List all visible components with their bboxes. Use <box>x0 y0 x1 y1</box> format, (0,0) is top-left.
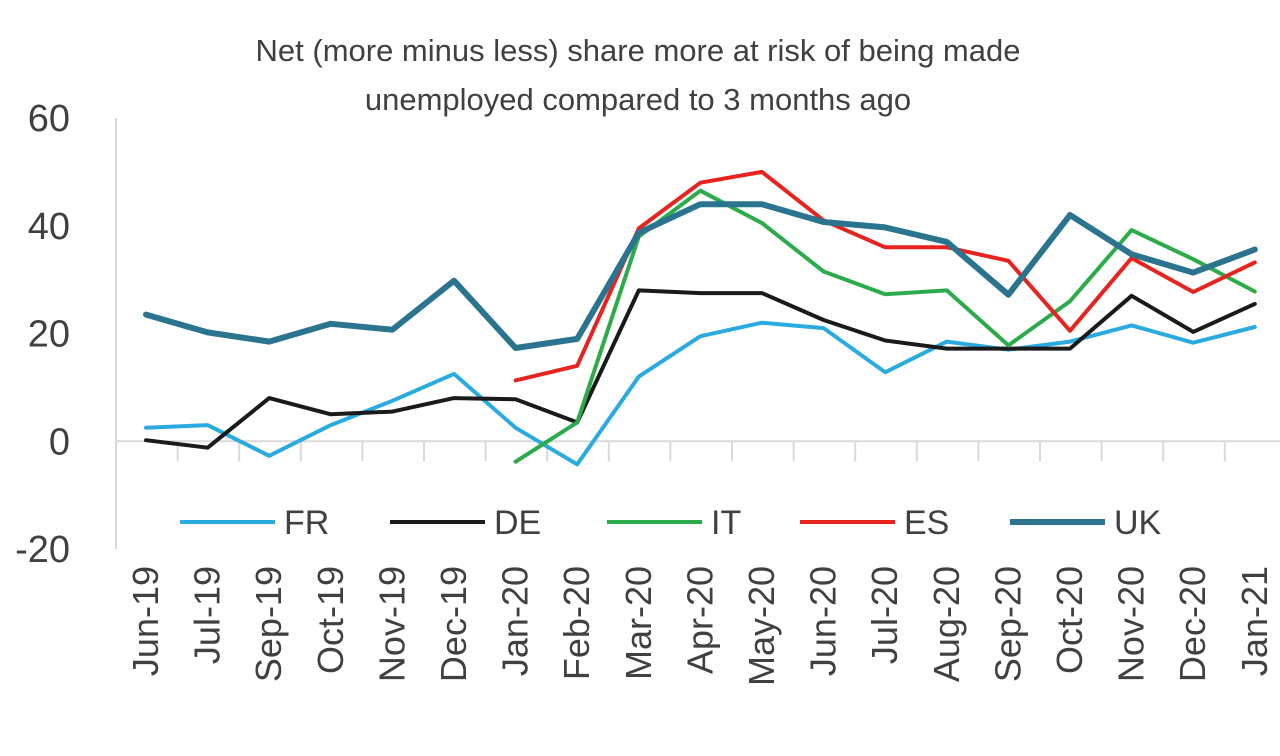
x-tick-labels: Jun-19 Jul-19 Sep-19 Oct-19 Nov-19 Dec-19 Jan-… <box>125 566 1275 686</box>
series-line-it <box>513 188 1257 464</box>
series-lines <box>143 169 1258 467</box>
series-line-es <box>513 169 1257 383</box>
x-tick-label: Aug-20 <box>926 566 967 682</box>
chart-subtitle: unemployed compared to 3 months ago <box>365 82 911 117</box>
y-tick-label: 20 <box>28 314 70 356</box>
legend-label-fr: FR <box>284 504 329 542</box>
x-tick-label: Oct-20 <box>1049 566 1090 674</box>
legend: FR DE IT ES UK <box>180 504 1162 542</box>
y-tick-label: 60 <box>28 98 70 140</box>
x-tick-label: Dec-20 <box>1172 566 1213 682</box>
legend-label-de: DE <box>494 504 541 542</box>
x-tick-marks <box>115 441 1226 462</box>
x-tick-label: Jun-19 <box>125 566 166 676</box>
series-line-fr <box>144 320 1257 467</box>
legend-label-es: ES <box>904 504 949 542</box>
x-tick-label: Oct-19 <box>310 566 351 674</box>
y-tick-label: 40 <box>28 206 70 248</box>
x-tick-label: May-20 <box>741 566 782 686</box>
y-tick-labels: -20 0 20 40 60 <box>15 98 70 571</box>
x-tick-label: Apr-20 <box>679 566 720 674</box>
x-tick-label: Jan-21 <box>1234 566 1275 676</box>
legend-label-uk: UK <box>1114 504 1162 542</box>
x-tick-label: Nov-20 <box>1111 566 1152 682</box>
legend-label-it: IT <box>711 504 741 542</box>
x-tick-label: Jul-19 <box>187 566 228 664</box>
x-tick-label: Jun-20 <box>803 566 844 676</box>
x-tick-label: Jan-20 <box>495 566 536 676</box>
x-tick-label: Nov-19 <box>371 566 412 682</box>
chart-title: Net (more minus less) share more at risk… <box>256 33 1021 68</box>
x-tick-label: Dec-19 <box>433 566 474 682</box>
y-tick-label: -20 <box>15 529 70 571</box>
x-tick-label: Mar-20 <box>618 566 659 680</box>
series-line-uk <box>143 201 1258 351</box>
x-tick-label: Sep-19 <box>248 566 289 682</box>
series-line-de <box>144 288 1257 450</box>
x-tick-label: Jul-20 <box>864 566 905 664</box>
x-tick-label: Feb-20 <box>556 566 597 680</box>
x-tick-label: Sep-20 <box>987 566 1028 682</box>
y-tick-label: 0 <box>49 421 70 463</box>
